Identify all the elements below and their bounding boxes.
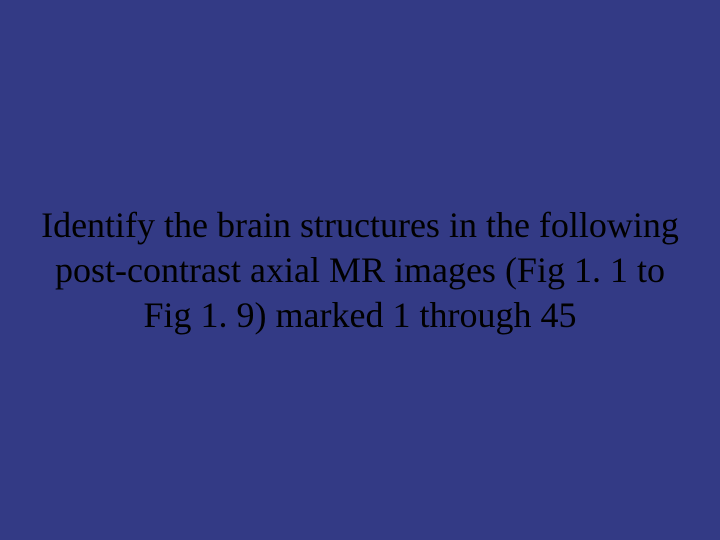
slide-main-text: Identify the brain structures in the fol… (40, 203, 680, 338)
slide-content: Identify the brain structures in the fol… (0, 203, 720, 338)
